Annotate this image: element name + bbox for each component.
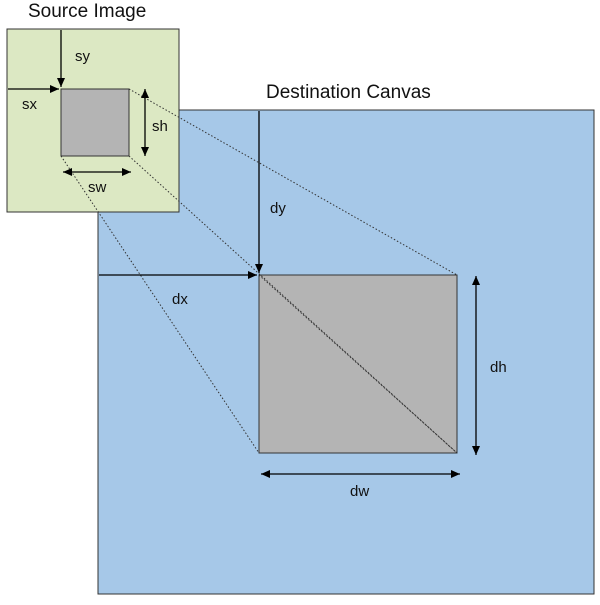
dw-label: dw xyxy=(350,483,369,500)
projection-lines xyxy=(60,88,458,454)
sx-label: sx xyxy=(22,96,38,113)
sw-label: sw xyxy=(88,179,107,196)
projection-line-right xyxy=(128,155,458,454)
dh-label: dh xyxy=(490,359,507,376)
source-image-title: Source Image xyxy=(28,1,146,22)
dy-label: dy xyxy=(270,200,286,217)
destination-canvas-title: Destination Canvas xyxy=(266,82,431,103)
sh-label: sh xyxy=(152,118,168,135)
source-region xyxy=(60,88,130,157)
dx-label: dx xyxy=(172,291,188,308)
sy-label: sy xyxy=(75,48,91,65)
